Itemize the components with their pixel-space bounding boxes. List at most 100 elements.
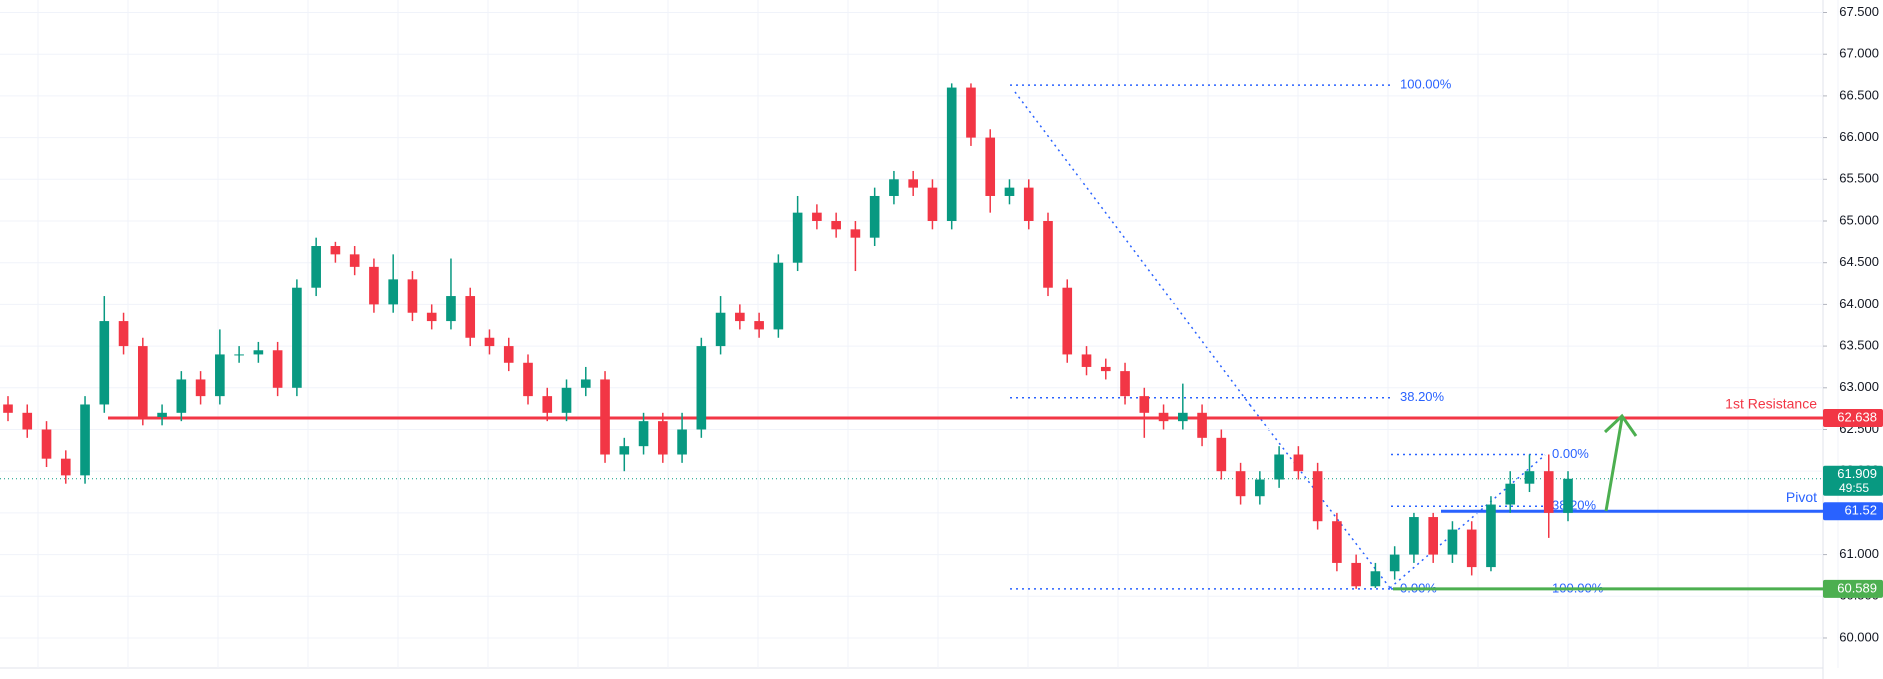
y-tick-label: 67.500	[1839, 4, 1879, 19]
candle-body	[503, 346, 514, 363]
candle-body	[1158, 412, 1169, 422]
candle-body	[99, 321, 110, 405]
y-tick-label: 66.500	[1839, 87, 1879, 102]
candle-body	[272, 350, 283, 388]
candle-body	[1081, 354, 1092, 367]
countdown: 49:55	[1839, 481, 1869, 495]
candle-body	[330, 246, 341, 255]
candle-body	[253, 350, 264, 355]
candle-body	[658, 421, 668, 455]
candle-body	[369, 266, 379, 305]
candle-body	[176, 379, 187, 413]
candle-body	[908, 179, 918, 188]
candle-body	[41, 429, 52, 459]
fib-label: 0.00%	[1552, 446, 1589, 461]
candle-body	[869, 195, 880, 238]
candle-body	[118, 321, 129, 347]
candle-body	[484, 337, 495, 347]
y-tick-label: 63.000	[1839, 379, 1879, 394]
fib-trend-line	[1389, 454, 1546, 589]
candle-body	[407, 279, 418, 313]
candle-body	[1216, 437, 1227, 472]
candle-body	[792, 212, 803, 263]
candle-body	[561, 387, 572, 413]
candle-body	[1332, 521, 1342, 563]
y-tick-label: 66.000	[1839, 129, 1879, 144]
candle-body	[812, 212, 822, 221]
candle-body	[889, 179, 899, 196]
price-tag	[1823, 502, 1883, 521]
candle-body	[542, 396, 553, 413]
candle-body	[1389, 554, 1400, 572]
candle-body	[292, 287, 302, 388]
y-tick-label: 61.000	[1839, 546, 1879, 561]
level-name: 1st Resistance	[1725, 396, 1817, 412]
candle-body	[195, 379, 206, 397]
candle-body	[754, 321, 764, 330]
candle-body	[1351, 562, 1361, 587]
candle-body	[138, 346, 148, 417]
candle-body	[426, 312, 437, 322]
candle-body	[1004, 187, 1015, 196]
candle-body	[1543, 471, 1554, 513]
candle-body	[1370, 571, 1381, 587]
candle-body	[580, 379, 591, 388]
candle-body	[215, 354, 225, 397]
price-tag	[1823, 465, 1883, 496]
price-tag-label: 61.52	[1844, 503, 1877, 518]
fib-label: 38.20%	[1552, 498, 1597, 513]
candle-body	[1139, 396, 1150, 413]
y-tick-label: 67.000	[1839, 46, 1879, 61]
candle-body	[927, 187, 938, 221]
candle-body	[1486, 504, 1496, 568]
candle-body	[985, 137, 996, 196]
price-tag	[1823, 408, 1883, 427]
candle-body	[3, 404, 13, 413]
candle-body	[1100, 366, 1111, 372]
candle-body	[80, 404, 90, 476]
candle-body	[1023, 187, 1034, 221]
candle-body	[1447, 529, 1458, 555]
candle-body	[773, 262, 784, 330]
candle-body	[1409, 517, 1419, 555]
candle-body	[1255, 479, 1265, 497]
candle-body	[523, 362, 533, 397]
price-tag-label: 62.638	[1837, 409, 1877, 424]
y-tick-label: 64.500	[1839, 254, 1879, 269]
candle-body	[1043, 220, 1053, 288]
y-tick-label: 64.000	[1839, 296, 1879, 311]
candle-body	[234, 354, 244, 356]
candle-body	[1120, 371, 1130, 397]
candle-body	[157, 412, 167, 417]
candle-body	[60, 458, 71, 476]
candle-body	[311, 246, 321, 288]
candle-body	[1197, 412, 1207, 438]
price-tag-label: 61.909	[1837, 466, 1877, 481]
candle-body	[638, 421, 649, 447]
candle-body	[1062, 287, 1073, 355]
price-tag-label: 60.589	[1837, 580, 1877, 595]
candle-body	[1178, 412, 1188, 422]
arrow	[1603, 413, 1638, 512]
candle-body	[1505, 483, 1516, 505]
y-tick-label: 65.000	[1839, 212, 1879, 227]
candle-body	[1428, 517, 1438, 555]
candle-body	[600, 379, 610, 455]
candle-body	[1563, 478, 1573, 513]
candle-body	[735, 312, 745, 322]
candle-body	[1466, 529, 1477, 568]
candle-body	[966, 87, 976, 138]
candle-body	[946, 87, 957, 221]
candle-body	[446, 296, 456, 322]
price-tag	[1823, 579, 1883, 598]
candle-body	[1524, 471, 1535, 484]
candle-body	[677, 429, 687, 455]
y-tick-label: 63.500	[1839, 338, 1879, 353]
candle-body	[22, 412, 33, 430]
y-tick-label: 60.000	[1839, 629, 1879, 644]
candle-body	[696, 346, 707, 430]
candle-body	[831, 220, 841, 230]
